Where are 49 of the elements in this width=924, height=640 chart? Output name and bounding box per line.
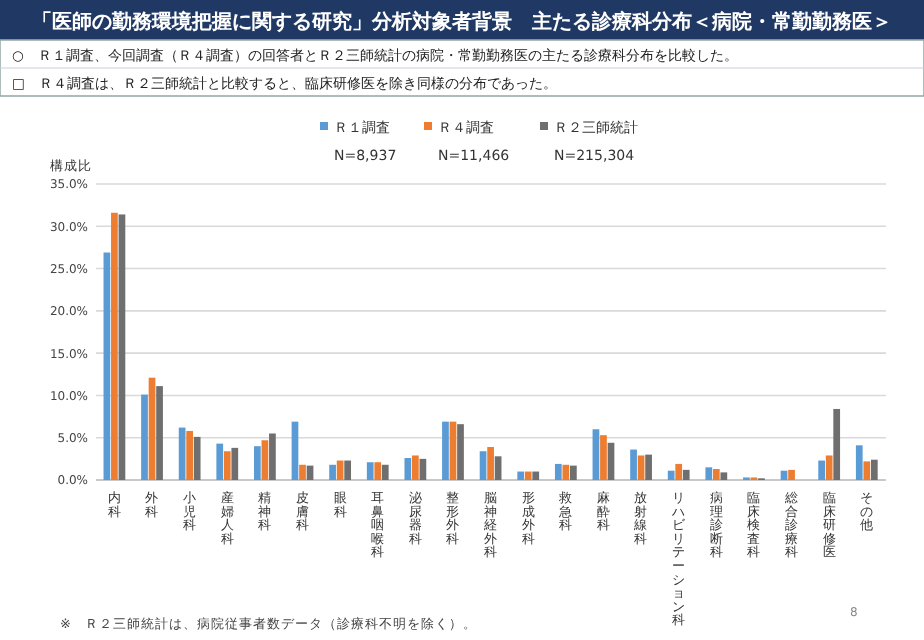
bar — [261, 440, 269, 480]
bar — [645, 454, 652, 480]
bar — [600, 435, 607, 480]
bar — [592, 429, 600, 480]
chart-title: 「医師の勤務環境把握に関する研究」分析対象者背景 主たる診療科分布＜病院・常勤勤務医＞ — [32, 10, 892, 34]
bar — [374, 462, 382, 480]
bar — [667, 470, 675, 480]
bar — [532, 471, 540, 480]
bar — [479, 451, 487, 480]
bar — [818, 460, 826, 480]
bar — [299, 464, 306, 480]
bar — [111, 212, 118, 480]
bar — [269, 433, 276, 480]
bar — [381, 464, 389, 480]
bar — [404, 458, 412, 480]
bar — [223, 451, 231, 480]
bar — [562, 464, 570, 480]
bar — [833, 408, 841, 480]
bar — [682, 469, 690, 480]
bar — [788, 469, 795, 480]
bar — [870, 459, 878, 480]
bar — [457, 424, 464, 480]
bar — [675, 463, 683, 480]
bar — [554, 463, 562, 480]
bar — [216, 443, 224, 480]
bar — [712, 469, 720, 480]
bar — [141, 394, 148, 480]
bar — [705, 467, 713, 480]
bar — [366, 462, 374, 480]
bar — [570, 465, 577, 480]
bar — [825, 455, 833, 480]
bar — [412, 455, 419, 480]
bar — [524, 471, 532, 480]
bar — [344, 460, 352, 480]
bar — [156, 386, 163, 480]
bar — [487, 447, 494, 480]
bar — [186, 430, 194, 480]
bar — [193, 436, 201, 480]
bar — [637, 455, 645, 480]
bar — [630, 449, 637, 480]
bar — [329, 464, 336, 480]
bar — [517, 471, 525, 480]
bar — [855, 445, 863, 480]
bar — [231, 447, 239, 480]
bar — [863, 461, 871, 480]
bar — [720, 472, 728, 480]
bar — [442, 421, 449, 480]
bar — [254, 446, 261, 480]
bar — [494, 456, 502, 480]
